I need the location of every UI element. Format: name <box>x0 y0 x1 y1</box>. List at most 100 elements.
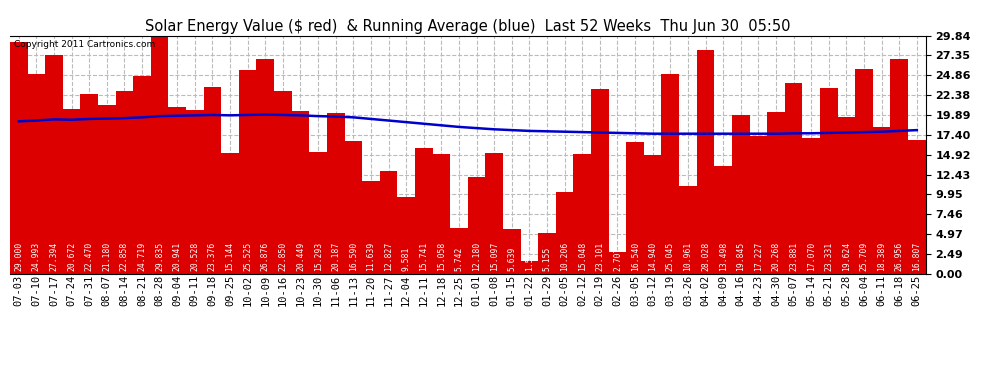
Bar <box>362 181 380 274</box>
Text: 16.807: 16.807 <box>913 242 922 272</box>
Bar <box>168 106 186 274</box>
Text: 15.058: 15.058 <box>437 242 446 272</box>
Text: 22.470: 22.470 <box>85 242 94 272</box>
Text: 24.993: 24.993 <box>32 242 41 272</box>
Bar <box>785 83 802 274</box>
Text: 20.268: 20.268 <box>771 242 780 272</box>
Bar <box>644 154 661 274</box>
Text: 19.845: 19.845 <box>737 242 745 272</box>
Text: 26.876: 26.876 <box>260 242 269 272</box>
Text: 5.155: 5.155 <box>543 247 551 272</box>
Bar <box>749 136 767 274</box>
Text: 23.101: 23.101 <box>595 242 604 272</box>
Text: 24.719: 24.719 <box>138 242 147 272</box>
Bar <box>555 192 573 274</box>
Bar <box>873 127 890 274</box>
Bar <box>433 154 450 274</box>
Text: 23.376: 23.376 <box>208 242 217 272</box>
Text: 21.180: 21.180 <box>102 242 111 272</box>
Text: 10.961: 10.961 <box>683 242 692 272</box>
Bar <box>46 55 62 274</box>
Text: 14.940: 14.940 <box>648 242 657 272</box>
Text: 29.000: 29.000 <box>14 242 23 272</box>
Text: 16.540: 16.540 <box>631 242 640 272</box>
Bar <box>627 142 644 274</box>
Bar <box>28 74 46 274</box>
Text: 9.581: 9.581 <box>402 247 411 272</box>
Text: 12.827: 12.827 <box>384 242 393 272</box>
Bar <box>239 70 256 274</box>
Text: 10.206: 10.206 <box>560 242 569 272</box>
Text: 28.028: 28.028 <box>701 242 710 272</box>
Bar <box>10 42 28 274</box>
Bar <box>134 76 150 274</box>
Bar <box>274 92 292 274</box>
Bar <box>80 94 98 274</box>
Text: 29.835: 29.835 <box>155 242 164 272</box>
Bar <box>855 69 873 274</box>
Text: 15.144: 15.144 <box>226 242 235 272</box>
Bar <box>838 117 855 274</box>
Bar <box>62 109 80 274</box>
Bar <box>591 89 609 274</box>
Text: 20.672: 20.672 <box>67 242 76 272</box>
Bar <box>767 112 785 274</box>
Text: 27.394: 27.394 <box>50 242 58 272</box>
Bar <box>890 58 908 274</box>
Text: 12.180: 12.180 <box>472 242 481 272</box>
Text: 11.639: 11.639 <box>366 242 375 272</box>
Text: 16.590: 16.590 <box>348 242 357 272</box>
Bar <box>539 232 555 274</box>
Bar <box>820 88 838 274</box>
Text: 15.097: 15.097 <box>490 242 499 272</box>
Bar <box>521 261 539 274</box>
Text: 5.639: 5.639 <box>507 247 517 272</box>
Text: 23.881: 23.881 <box>789 242 798 272</box>
Text: 2.707: 2.707 <box>613 247 622 272</box>
Bar <box>98 105 116 274</box>
Bar <box>468 177 485 274</box>
Text: 25.525: 25.525 <box>244 242 252 272</box>
Bar <box>345 141 362 274</box>
Text: 20.528: 20.528 <box>190 242 199 272</box>
Text: 17.227: 17.227 <box>753 242 763 272</box>
Text: 22.858: 22.858 <box>120 242 129 272</box>
Text: 26.956: 26.956 <box>895 242 904 272</box>
Bar <box>221 153 239 274</box>
Text: 20.941: 20.941 <box>172 242 182 272</box>
Text: 19.624: 19.624 <box>842 242 850 272</box>
Text: 15.741: 15.741 <box>419 242 429 272</box>
Bar <box>697 50 715 274</box>
Text: 20.187: 20.187 <box>332 242 341 272</box>
Text: 23.331: 23.331 <box>825 242 834 272</box>
Text: 25.709: 25.709 <box>859 242 868 272</box>
Text: 22.850: 22.850 <box>278 242 287 272</box>
Bar <box>292 111 309 274</box>
Bar <box>150 36 168 274</box>
Bar <box>186 110 204 274</box>
Text: 17.070: 17.070 <box>807 242 816 272</box>
Bar <box>380 171 397 274</box>
Bar <box>116 92 134 274</box>
Title: Solar Energy Value ($ red)  & Running Average (blue)  Last 52 Weeks  Thu Jun 30 : Solar Energy Value ($ red) & Running Ave… <box>145 20 791 34</box>
Bar <box>679 186 697 274</box>
Text: 1.577: 1.577 <box>525 247 534 272</box>
Text: 15.048: 15.048 <box>578 242 587 272</box>
Bar <box>309 152 327 274</box>
Text: 5.742: 5.742 <box>454 247 463 272</box>
Bar <box>397 197 415 274</box>
Text: Copyright 2011 Cartronics.com: Copyright 2011 Cartronics.com <box>15 40 155 50</box>
Bar <box>485 153 503 274</box>
Bar <box>802 138 820 274</box>
Bar <box>256 59 274 274</box>
Bar <box>327 112 345 274</box>
Bar <box>609 252 627 274</box>
Bar <box>450 228 468 274</box>
Text: 20.449: 20.449 <box>296 242 305 272</box>
Bar <box>415 148 433 274</box>
Text: 13.498: 13.498 <box>719 242 728 272</box>
Bar <box>715 166 732 274</box>
Bar <box>732 116 749 274</box>
Bar <box>204 87 221 274</box>
Bar <box>908 140 926 274</box>
